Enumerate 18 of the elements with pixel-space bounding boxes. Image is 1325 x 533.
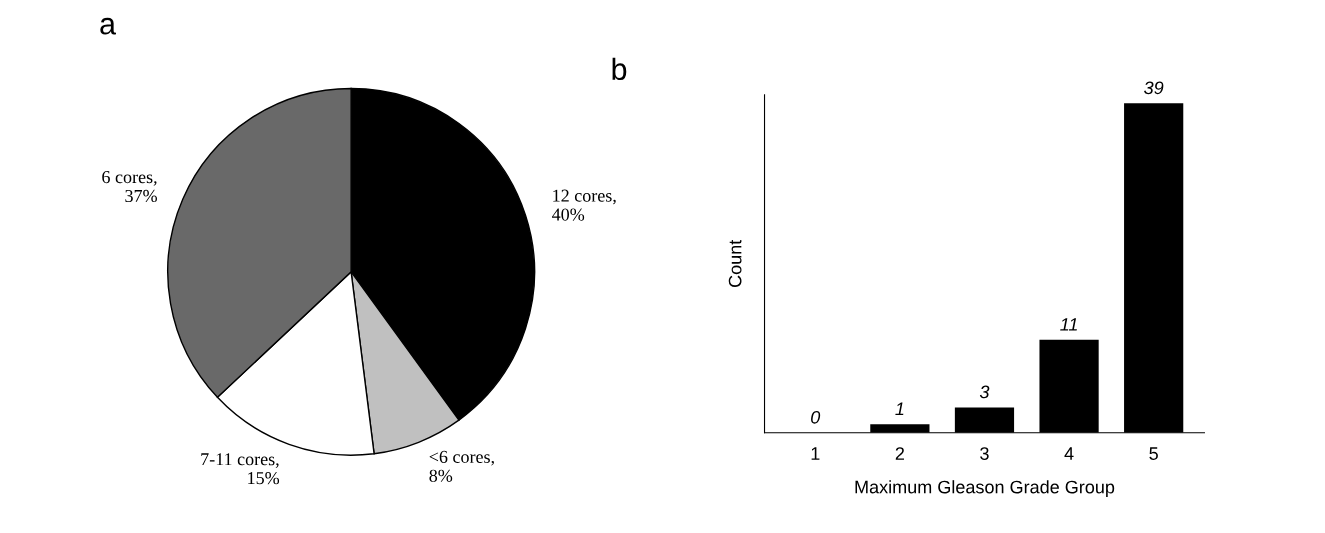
- x-tick-label: 1: [811, 447, 820, 460]
- chart-title: b: [612, 57, 627, 81]
- x-tick-label: 2: [895, 447, 904, 460]
- data-label: 39: [1144, 81, 1164, 95]
- data-label: 1: [895, 402, 904, 416]
- slice-label: 7-11 cores, 15%: [201, 453, 280, 485]
- slice-label: <6 cores, 8%: [429, 450, 494, 482]
- data-label: 0: [811, 410, 821, 424]
- x-tick-label: 3: [980, 447, 989, 460]
- x-tick-label: 5: [1149, 447, 1158, 460]
- x-axis-title: Maximum Gleason Grade Group: [855, 480, 1115, 498]
- x-tick-label: 4: [1064, 447, 1074, 460]
- slice-label: 12 cores, 40%: [552, 189, 616, 221]
- data-label: 3: [979, 385, 990, 399]
- slice-label: 6 cores, 37%: [102, 171, 157, 203]
- y-axis-title: Count: [728, 239, 742, 288]
- data-label: 11: [1060, 318, 1077, 331]
- chart-title: a: [100, 17, 117, 35]
